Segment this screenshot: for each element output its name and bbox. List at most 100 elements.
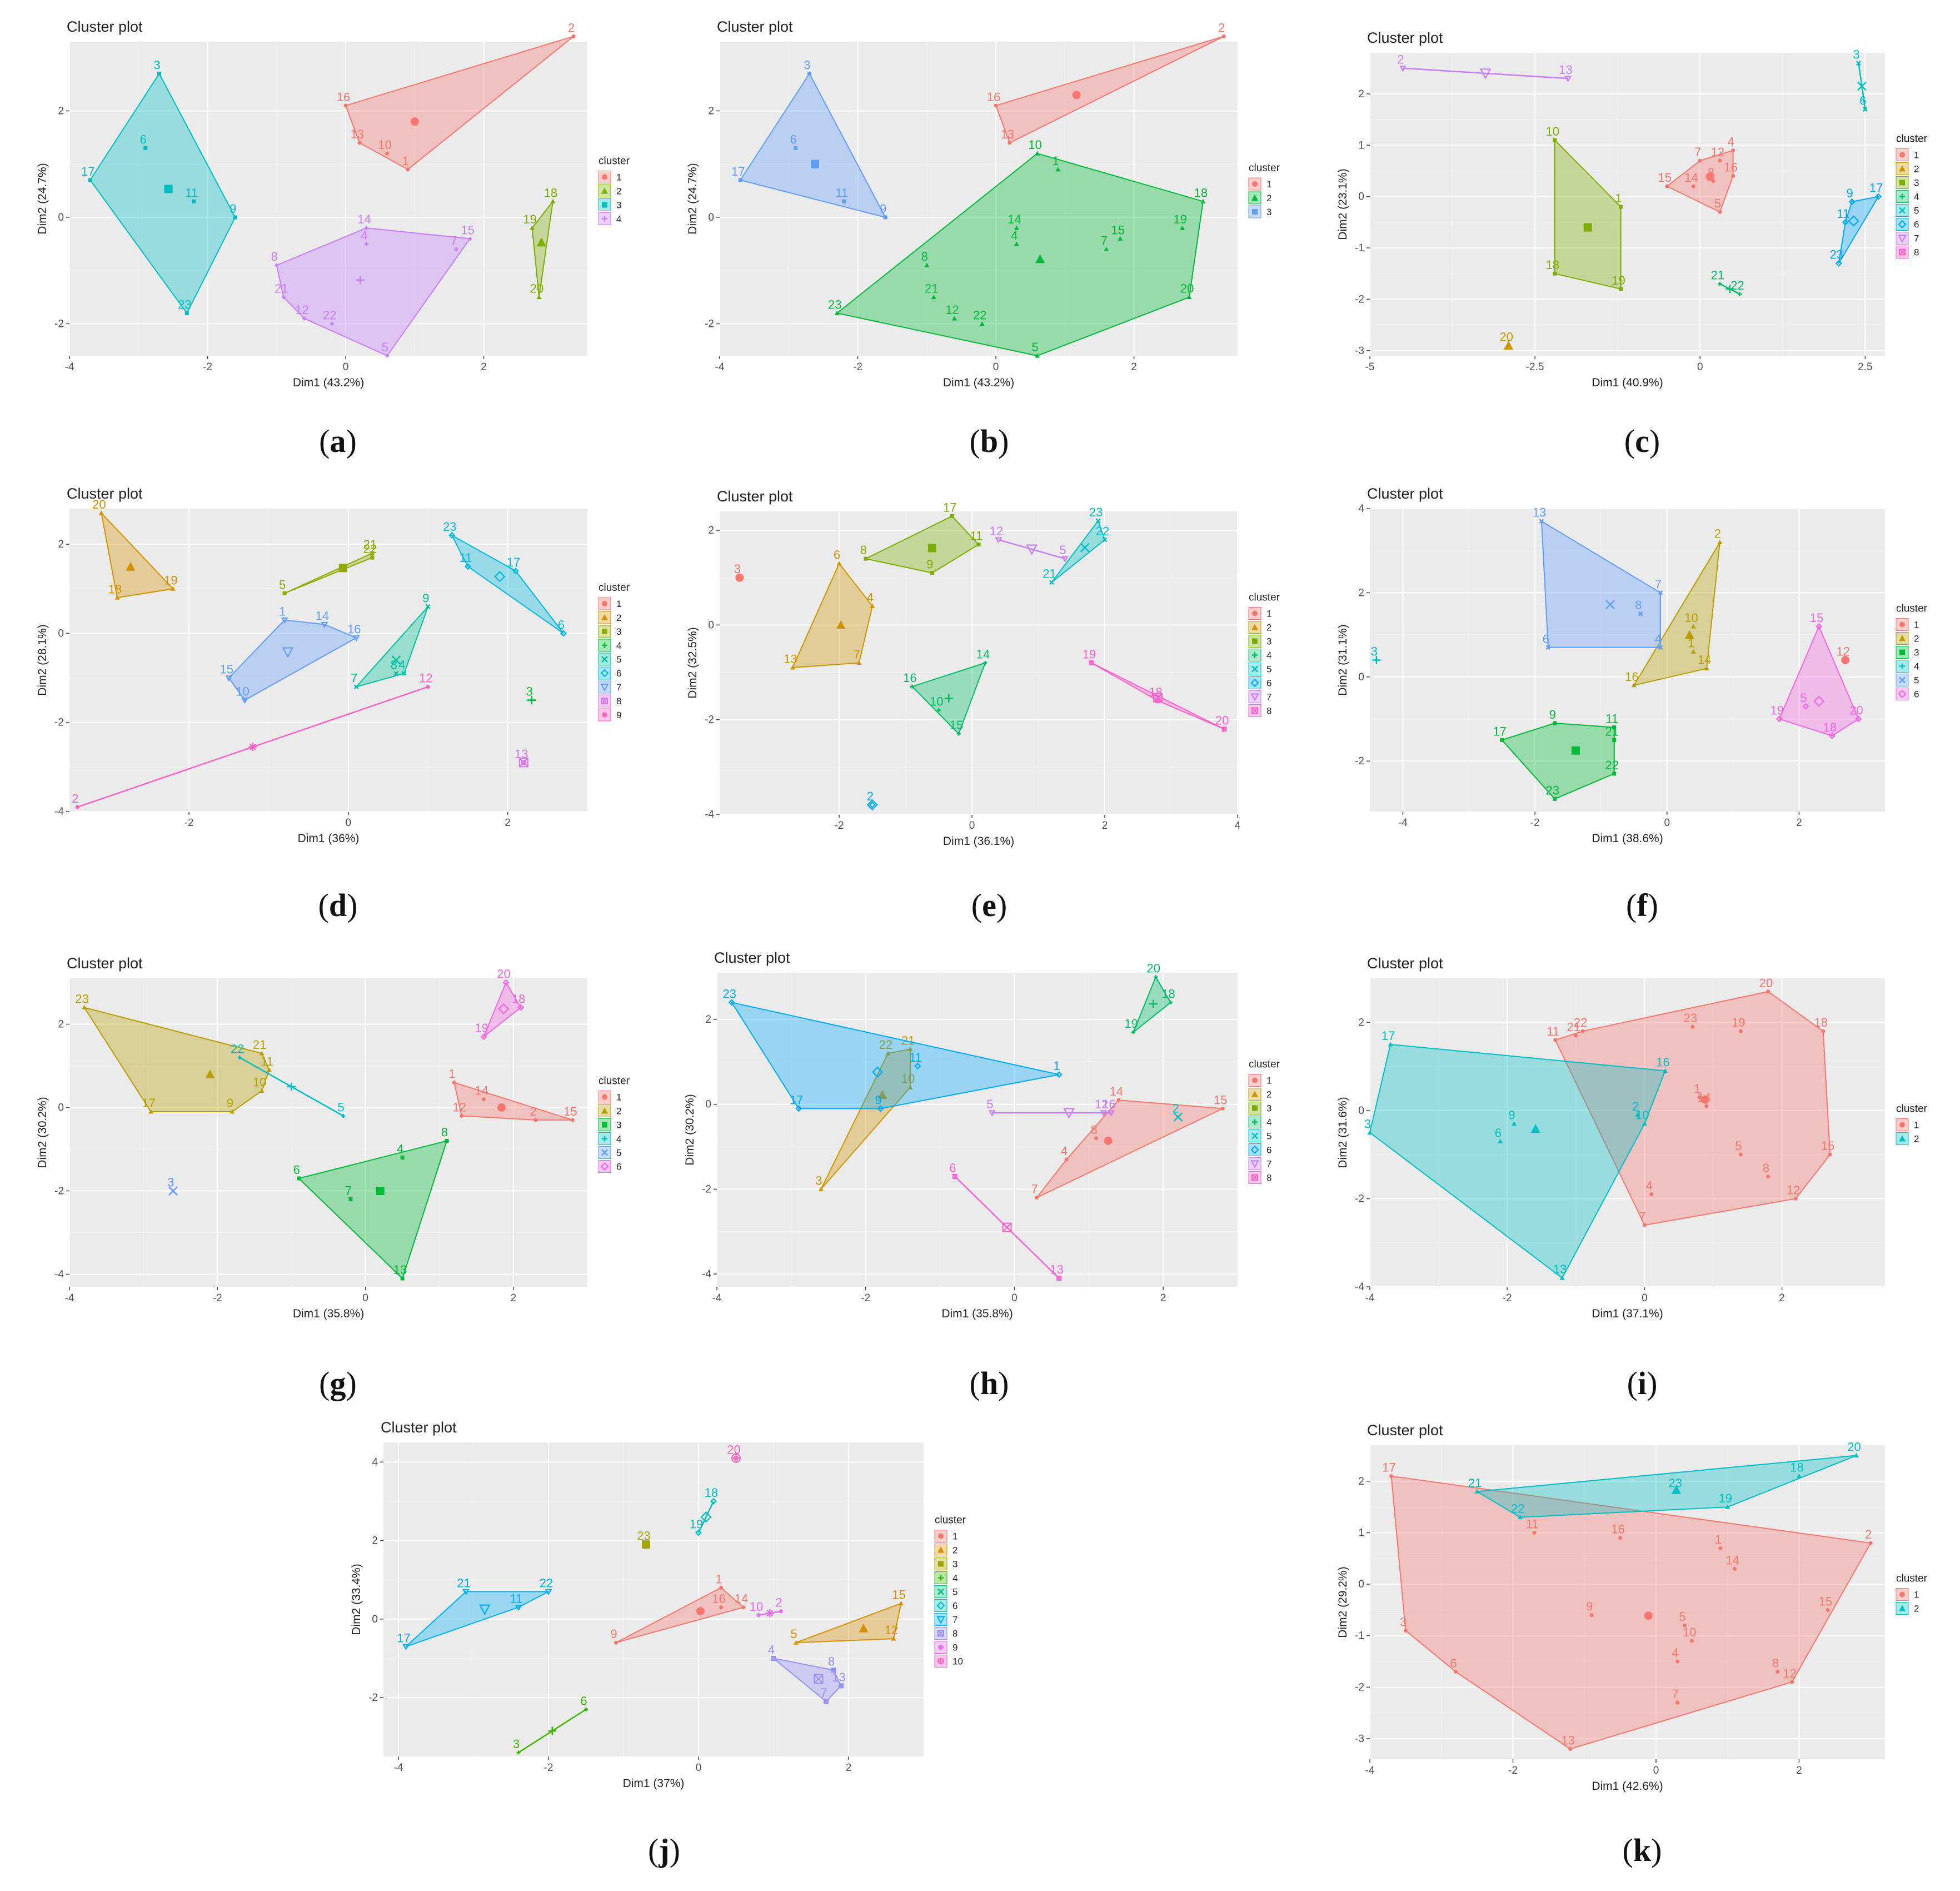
y-tick-label: -2 [1355, 1681, 1364, 1693]
legend-marker [1252, 1077, 1258, 1083]
data-point [779, 1609, 783, 1614]
point-label: 17 [943, 501, 956, 515]
data-point [1035, 353, 1040, 358]
legend-label: 4 [616, 214, 621, 225]
point-label: 17 [507, 555, 520, 569]
legend-label: 1 [1266, 609, 1271, 619]
plot-background [1370, 53, 1885, 356]
data-point [1055, 167, 1061, 172]
x-tick-label: 2 [1796, 817, 1802, 829]
legend-label: 2 [616, 186, 621, 197]
point-label: 7 [1639, 1210, 1645, 1223]
cluster-1-centroid [696, 1607, 705, 1616]
data-point [536, 295, 542, 300]
point-label: 5 [1679, 1610, 1685, 1624]
legend-title: cluster [1896, 1573, 1928, 1585]
point-label: 8 [1091, 1123, 1098, 1137]
data-point [1367, 1130, 1373, 1134]
point-label: 17 [1493, 724, 1506, 738]
legend-label: 1 [616, 172, 621, 183]
caption-i: (i) [1627, 1365, 1658, 1401]
point-label: 3 [526, 685, 533, 699]
y-axis-label: Dim2 (24.7%) [686, 163, 699, 234]
data-point [1618, 1536, 1623, 1540]
y-tick-label: 0 [1358, 1579, 1364, 1590]
point-label: 3 [513, 1737, 520, 1751]
data-point [225, 675, 233, 682]
data-point [502, 979, 510, 986]
y-axis-label: Dim2 (29.2%) [1336, 1566, 1349, 1638]
data-point [899, 1601, 904, 1606]
y-tick-label: 2 [705, 1014, 711, 1026]
point-label: 20 [497, 967, 510, 981]
point-label: 2 [1218, 21, 1225, 34]
data-point [385, 354, 390, 358]
cluster-4-centroid [287, 1082, 296, 1091]
cluster-1-hull [1665, 150, 1734, 213]
data-point [1690, 624, 1696, 629]
point-label: 7 [854, 648, 860, 661]
data-point [259, 1088, 265, 1093]
point-label: 11 [460, 551, 472, 565]
point-label: 18 [1161, 987, 1175, 1001]
point-label: 2 [867, 789, 874, 803]
data-point [1580, 1029, 1585, 1033]
point-label: 6 [1450, 1656, 1457, 1670]
cluster-5-centroid [1080, 543, 1090, 553]
cluster-1-centroid [410, 117, 419, 126]
cluster-5-hull [1051, 519, 1106, 583]
data-point [88, 178, 92, 182]
point-label: 11 [261, 1054, 273, 1068]
data-point [1553, 138, 1557, 142]
data-point [1574, 1033, 1578, 1038]
y-axis-label: Dim2 (31.1%) [1336, 624, 1349, 695]
legend-key [1896, 688, 1909, 700]
data-point [1683, 1623, 1687, 1628]
data-point [571, 34, 576, 38]
data-point [341, 1114, 346, 1118]
data-point [157, 71, 162, 76]
point-label: 4 [1672, 1646, 1679, 1660]
cluster-1-hull [995, 36, 1224, 144]
x-tick-label: -2 [203, 361, 212, 373]
legend-item-2: 2 [598, 1104, 621, 1117]
y-tick-label: 2 [1358, 88, 1364, 100]
point-label: 6 [1495, 1126, 1502, 1139]
y-tick-label: -2 [705, 714, 714, 726]
legend-item-1: 1 [598, 171, 621, 183]
point-label: 4 [867, 590, 874, 604]
point-label: 23 [828, 297, 841, 311]
data-point [1868, 1541, 1873, 1545]
cluster-5-centroid [1857, 81, 1867, 91]
data-point [1553, 271, 1557, 276]
data-point [883, 215, 887, 220]
caption-b: (b) [969, 423, 1009, 459]
cluster-2-centroid [205, 1069, 215, 1078]
data-point [515, 1605, 522, 1611]
x-tick-label: 2 [1102, 820, 1108, 832]
data-point [1731, 174, 1735, 178]
legend-marker [1899, 152, 1905, 158]
data-point [1221, 34, 1226, 38]
point-label: 8 [391, 658, 397, 672]
data-point [517, 1004, 525, 1011]
cluster-2-centroid [536, 237, 546, 247]
data-point [401, 671, 407, 676]
legend-title: cluster [1896, 603, 1928, 615]
cluster-5-hull [355, 606, 429, 688]
legend-label: 3 [616, 1120, 621, 1131]
data-point [370, 551, 375, 555]
data-point [1104, 246, 1109, 251]
point-label: 13 [1561, 1733, 1574, 1747]
y-axis-label: Dim2 (33.4%) [350, 1564, 363, 1635]
cluster-4-centroid [1149, 999, 1158, 1008]
point-label: 16 [1611, 1522, 1624, 1536]
legend-item-4: 4 [598, 1132, 621, 1145]
point-label: 15 [563, 1104, 577, 1118]
point-label: 22 [1730, 278, 1744, 292]
point-label: 22 [540, 1576, 553, 1590]
legend-key [1896, 218, 1909, 231]
cluster-8-centroid [1002, 1222, 1012, 1232]
plot-title: Cluster plot [1367, 485, 1443, 502]
